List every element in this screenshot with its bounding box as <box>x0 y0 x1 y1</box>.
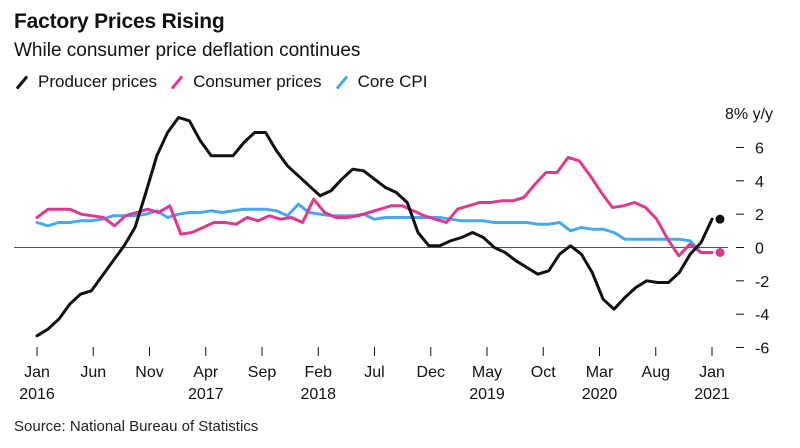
chart-subtitle: While consumer price deflation continues <box>14 40 361 61</box>
y-tick-label: -4 <box>755 307 769 324</box>
x-tick-label: Dec <box>417 364 445 381</box>
x-tick-year-label: 2016 <box>19 386 55 403</box>
source-note: Source: National Bureau of Statistics <box>14 418 259 435</box>
x-tick-label: Aug <box>642 364 670 381</box>
legend-label-core-cpi: Core CPI <box>357 72 428 91</box>
x-tick-label: Jan <box>699 364 725 381</box>
x-tick-label: Mar <box>586 364 614 381</box>
x-tick-label: May <box>472 364 502 381</box>
chart-title: Factory Prices Rising <box>14 10 225 33</box>
series-line-core-cpi <box>35 202 714 254</box>
end-marker-producer-prices <box>715 214 725 224</box>
x-tick-label: Oct <box>531 364 556 381</box>
x-tick-label: Feb <box>304 364 332 381</box>
y-tick-label: 4 <box>755 174 764 191</box>
x-tick-label: Apr <box>193 364 219 381</box>
x-tick-label: Jun <box>80 364 106 381</box>
x-tick-year-label: 2018 <box>300 386 336 403</box>
legend: Producer prices Consumer prices Core CPI <box>14 72 439 92</box>
legend-item-producer-prices: Producer prices <box>14 72 157 92</box>
y-tick-label: -6 <box>755 341 769 358</box>
x-tick-year-label: 2017 <box>188 386 224 403</box>
x-tick-year-label: 2021 <box>694 386 730 403</box>
y-tick-label: 0 <box>755 241 764 258</box>
end-marker-consumer-prices <box>715 248 725 257</box>
legend-label-producer-prices: Producer prices <box>38 72 158 91</box>
y-axis-label: 8% y/y <box>725 106 773 123</box>
x-tick-label: Jan <box>24 364 50 381</box>
legend-item-consumer-prices: Consumer prices <box>169 72 322 92</box>
x-tick-year-label: 2019 <box>469 386 505 403</box>
legend-label-consumer-prices: Consumer prices <box>193 72 322 91</box>
x-tick-label: Nov <box>135 364 163 381</box>
legend-item-core-cpi: Core CPI <box>334 72 428 92</box>
y-tick-label: 6 <box>755 141 764 158</box>
series-line-consumer-prices <box>35 156 714 258</box>
series-line-producer-prices <box>35 116 714 338</box>
x-tick-label: Jul <box>364 364 384 381</box>
y-tick-label: 2 <box>755 207 764 224</box>
y-tick-label: -2 <box>755 274 769 291</box>
x-tick-year-label: 2020 <box>582 386 618 403</box>
x-tick-label: Sep <box>248 364 277 381</box>
